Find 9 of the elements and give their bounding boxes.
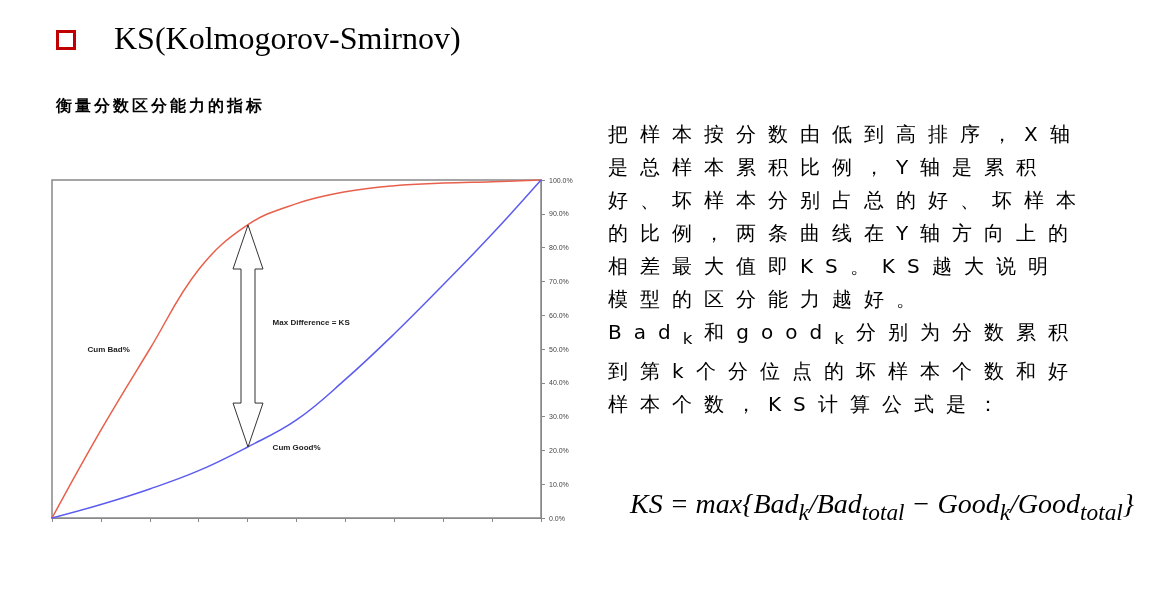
text: KS = max{Bad$_{k}$/Bad$_{total}$ − Good$_{k}$/Good$_{total}$} (630, 488, 1135, 525)
text: Bad$_{k}$和good$_{k}$分别为分数累积到第k个分位点的坏样本个数和好样本个数，KS计算公式是： (608, 319, 1081, 418)
line-series (51, 179, 542, 519)
text: 把样本按分数由低到高排序，X轴是总样本累积比例，Y轴是累积好、坏样本分别占总的好、坏样本的比例，两条曲线在Y轴方向上的相差最大值即KS。KS越大说明模型的区分能力越好。 (608, 121, 1088, 313)
annotation: Max Difference = KS (272, 317, 350, 327)
chart-subtitle: 衡量分数区分能力的指标 (56, 96, 265, 117)
chart-title: KS(Kolmogorov-Smirnov) (114, 20, 461, 57)
series-label: Cum Good% (272, 442, 321, 452)
series-label: Cum Bad% (87, 344, 130, 354)
